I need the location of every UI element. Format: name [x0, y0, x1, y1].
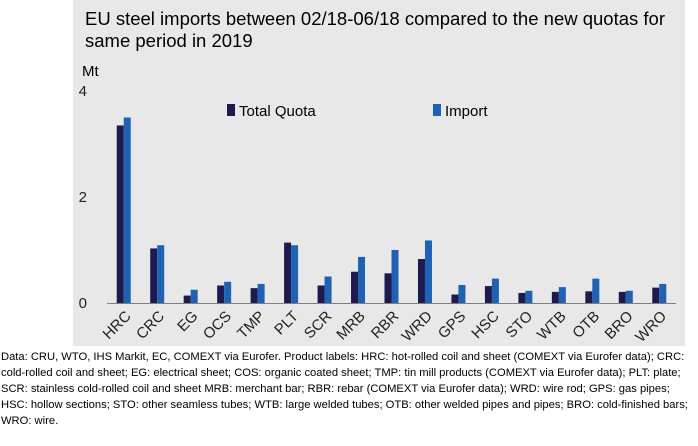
- legend-label-import: Import: [445, 103, 488, 120]
- x-tick-label-gps: GPS: [435, 308, 469, 342]
- total-quota-bar-wro: [652, 287, 660, 303]
- legend: Total Quota Import: [227, 103, 488, 120]
- total-quota-bar-scr: [317, 285, 325, 303]
- total-quota-bar-plt: [284, 242, 292, 303]
- import-bar-tmp: [257, 283, 265, 303]
- total-quota-bar-hrc: [116, 125, 124, 303]
- total-quota-bar-eg: [183, 295, 191, 303]
- total-quota-bar-wtb: [551, 291, 559, 303]
- import-bar-wtb: [558, 287, 566, 303]
- total-quota-bar-mrb: [351, 271, 359, 303]
- x-tick-label-mrb: MRB: [333, 308, 369, 344]
- total-quota-bar-bro: [618, 291, 626, 303]
- y-tick-label: 0: [79, 295, 87, 312]
- total-quota-bar-wrd: [417, 259, 425, 303]
- legend-swatch-import: [433, 104, 441, 116]
- import-bar-otb: [592, 278, 600, 303]
- total-quota-bar-otb: [585, 291, 593, 303]
- chart-panel: [73, 0, 685, 346]
- total-quota-bar-crc: [150, 248, 158, 303]
- total-quota-bar-rbr: [384, 273, 392, 303]
- x-tick-label-sto: STO: [503, 308, 537, 342]
- x-tick-label-tmp: TMP: [234, 308, 268, 342]
- x-tick-label-plt: PLT: [271, 308, 302, 339]
- y-tick-label: 2: [79, 189, 87, 206]
- y-tick-label: 4: [79, 83, 87, 100]
- import-bar-eg: [190, 289, 198, 303]
- import-bar-crc: [157, 245, 165, 303]
- import-bar-rbr: [391, 250, 399, 303]
- x-tick-label-wrd: WRD: [398, 308, 435, 345]
- import-bar-hrc: [123, 117, 131, 303]
- x-tick-label-hsc: HSC: [468, 308, 503, 343]
- import-bar-wrd: [424, 240, 432, 303]
- x-tick-label-rbr: RBR: [368, 308, 403, 343]
- bars: [116, 117, 667, 303]
- source-note: Data: CRU, WTO, IHS Markit, EC, COMEXT v…: [1, 351, 688, 427]
- x-tick-label-scr: SCR: [301, 308, 336, 343]
- y-axis-unit-label: Mt: [82, 63, 99, 80]
- import-bar-ocs: [224, 281, 232, 303]
- total-quota-bar-ocs: [217, 285, 225, 303]
- x-tick-label-wtb: WTB: [534, 308, 570, 344]
- import-bar-hsc: [491, 278, 499, 303]
- total-quota-bar-sto: [518, 292, 526, 303]
- chart-title: EU steel imports between 02/18-06/18 com…: [85, 8, 666, 51]
- x-tick-label-crc: CRC: [133, 308, 168, 343]
- legend-swatch-total-quota: [227, 104, 235, 116]
- total-quota-bar-hsc: [484, 286, 492, 303]
- x-tick-label-otb: OTB: [569, 308, 603, 342]
- x-tick-label-ocs: OCS: [200, 308, 235, 343]
- legend-label-total-quota: Total Quota: [239, 103, 316, 120]
- import-bar-sto: [525, 290, 533, 303]
- total-quota-bar-tmp: [250, 288, 258, 303]
- import-bar-mrb: [358, 256, 366, 303]
- import-bar-scr: [324, 276, 332, 303]
- total-quota-bar-gps: [451, 294, 459, 303]
- import-bar-plt: [291, 245, 299, 303]
- y-axis-ticks: 0 2 4: [79, 83, 87, 312]
- x-tick-label-wro: WRO: [632, 308, 670, 346]
- x-tick-label-hrc: HRC: [100, 308, 135, 343]
- import-bar-wro: [659, 283, 667, 303]
- import-bar-bro: [625, 290, 633, 303]
- x-tick-label-eg: EG: [174, 308, 201, 335]
- x-tick-label-bro: BRO: [602, 308, 637, 343]
- import-bar-gps: [458, 284, 466, 303]
